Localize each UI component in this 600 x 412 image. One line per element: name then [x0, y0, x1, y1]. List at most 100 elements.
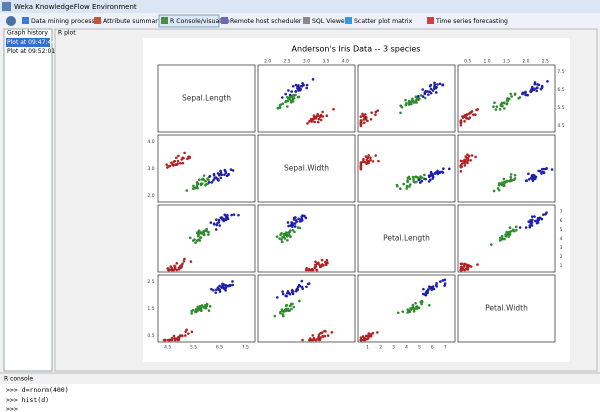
point [407, 103, 411, 106]
point [176, 162, 179, 165]
point [186, 157, 189, 161]
point [359, 162, 363, 165]
point [319, 115, 322, 118]
tab-label[interactable]: Attribute summary [103, 18, 162, 25]
tab-icon[interactable] [94, 17, 101, 24]
axis-tick-label: 5.5 [557, 105, 564, 111]
point [197, 233, 200, 237]
point [177, 336, 181, 340]
toolbar-icon[interactable] [6, 16, 16, 26]
point [463, 159, 467, 163]
point [290, 90, 293, 93]
point [185, 189, 189, 192]
selected-item[interactable] [6, 38, 50, 47]
point [369, 117, 373, 121]
tab-label[interactable]: SQL Viewer [312, 18, 348, 25]
point [323, 329, 326, 333]
point [164, 338, 167, 342]
axis-tick-label: 7.5 [557, 69, 564, 75]
point [300, 279, 304, 283]
point [432, 287, 436, 291]
point [279, 310, 282, 314]
point [177, 268, 181, 271]
history-item[interactable]: Plot at 09:52:01 [7, 48, 55, 55]
point [545, 167, 548, 170]
point [305, 83, 309, 87]
panel [157, 64, 256, 133]
point [429, 87, 433, 91]
console-area [0, 384, 600, 412]
point [314, 260, 317, 264]
tab-label[interactable]: R Console/visualize [170, 18, 230, 25]
point [399, 187, 402, 191]
axis-tick-label: 4 [405, 345, 408, 351]
point [208, 304, 212, 308]
plot-image [143, 38, 570, 362]
point [212, 172, 216, 176]
tab-label[interactable]: Remote host scheduler [230, 18, 302, 25]
point [284, 92, 287, 96]
point [374, 110, 378, 114]
point [332, 107, 335, 111]
point [308, 120, 311, 123]
point [205, 227, 209, 231]
point [325, 258, 329, 262]
point [459, 268, 463, 272]
point [214, 291, 218, 294]
point [283, 237, 287, 240]
tab-label[interactable]: Time series forecasting [435, 18, 508, 25]
point [324, 260, 327, 264]
point [216, 286, 220, 289]
point [172, 334, 176, 338]
point [213, 177, 216, 180]
point [528, 224, 532, 227]
point [492, 105, 495, 109]
active-tab[interactable] [158, 14, 220, 28]
point [512, 228, 515, 231]
point [289, 229, 292, 232]
point [459, 159, 463, 163]
tab-icon[interactable] [303, 17, 310, 24]
tab-icon[interactable] [161, 17, 168, 24]
point [498, 181, 501, 185]
axis-tick-label: 2.5 [542, 59, 549, 65]
point [199, 182, 203, 185]
point [533, 215, 536, 218]
point [220, 216, 223, 219]
tab-label[interactable]: Data mining processes [31, 18, 102, 25]
tab-label[interactable]: Scatter plot matrix [354, 18, 413, 25]
point [371, 160, 375, 163]
point [275, 296, 279, 299]
point [287, 224, 290, 228]
point [290, 290, 294, 294]
point [466, 158, 470, 162]
point [474, 155, 477, 159]
tab-icon[interactable] [221, 17, 228, 24]
point [369, 156, 372, 159]
point [404, 98, 407, 102]
title-bar [0, 0, 600, 13]
point [410, 99, 414, 102]
point [287, 89, 290, 92]
axis-tick-label: 2.0 [522, 59, 529, 65]
panel [457, 274, 556, 343]
point [286, 221, 290, 224]
point [313, 120, 316, 124]
tab-icon[interactable] [427, 17, 434, 24]
history-item[interactable]: Plot at 09:47:44 [7, 39, 55, 46]
point [223, 213, 227, 217]
app-icon [2, 2, 11, 11]
point [509, 173, 513, 176]
point [463, 268, 466, 272]
variable-label: Petal.Length [383, 234, 430, 243]
point [376, 109, 380, 112]
point [224, 284, 228, 287]
point [311, 78, 315, 81]
axis-tick-label: 4.0 [147, 139, 154, 145]
tab-icon[interactable] [22, 17, 29, 24]
point [374, 154, 378, 157]
point [292, 216, 296, 220]
point [427, 175, 431, 179]
tab-icon[interactable] [345, 17, 352, 24]
axis-tick-label: 2.5 [284, 59, 291, 65]
